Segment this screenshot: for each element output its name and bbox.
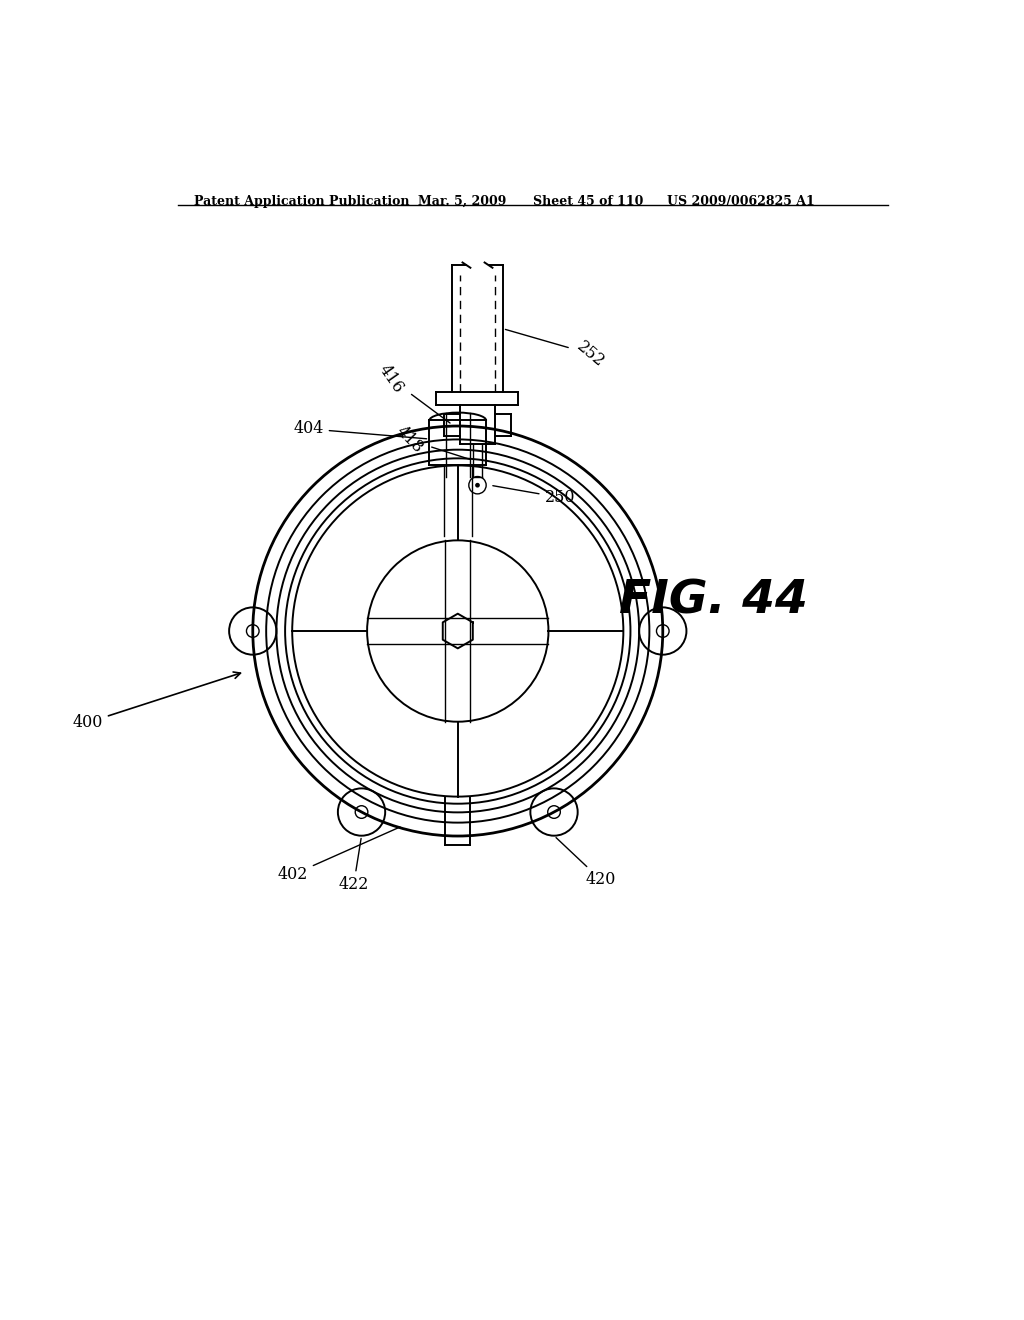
Text: 252: 252 [506,330,608,371]
Text: 400: 400 [73,672,241,731]
Text: Mar. 5, 2009: Mar. 5, 2009 [419,195,507,209]
Text: 418: 418 [392,424,470,459]
Text: 250: 250 [493,486,575,506]
Text: 416: 416 [375,362,450,422]
Text: Sheet 45 of 110: Sheet 45 of 110 [532,195,643,209]
Text: 404: 404 [293,420,427,438]
Text: FIG. 44: FIG. 44 [620,578,808,623]
Text: 402: 402 [278,828,400,883]
Circle shape [475,483,480,487]
Text: US 2009/0062825 A1: US 2009/0062825 A1 [667,195,814,209]
Text: 422: 422 [339,838,369,894]
Text: 420: 420 [556,838,616,888]
Text: Patent Application Publication: Patent Application Publication [194,195,410,209]
